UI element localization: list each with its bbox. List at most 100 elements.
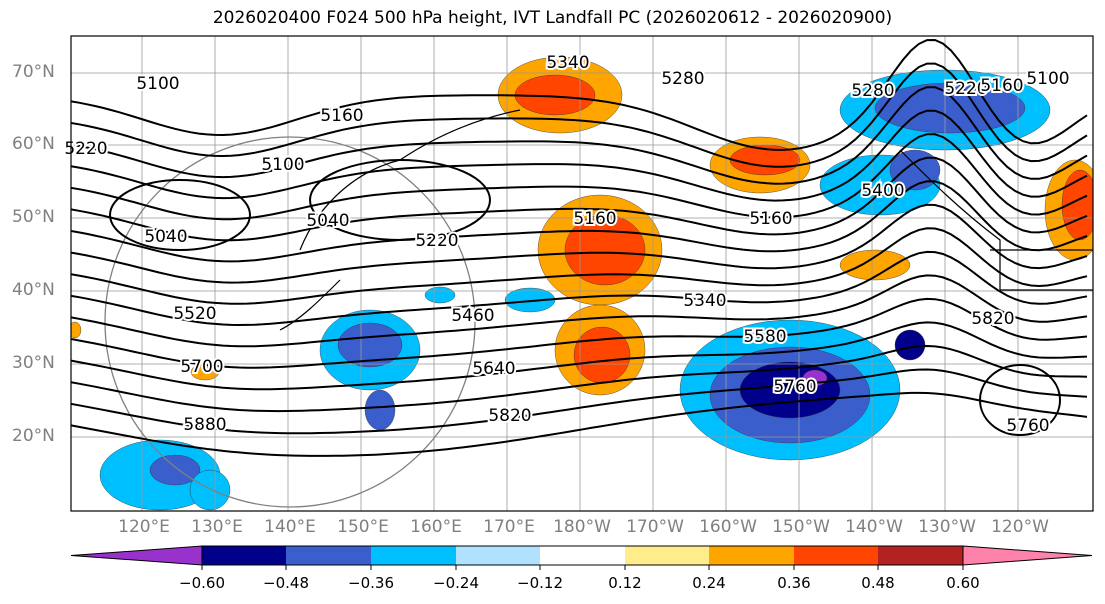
- colorbar-segment: [202, 546, 286, 565]
- contour-label: 5160: [573, 209, 616, 229]
- contour-label: 5340: [683, 291, 726, 311]
- contour-label: 5160: [749, 209, 792, 229]
- colorbar-tick-label: −0.60: [179, 574, 225, 592]
- colorbar-segment: [962, 545, 1093, 566]
- colorbar-segment: [878, 546, 963, 565]
- colorbar-tick-label: 0.36: [777, 574, 811, 592]
- latitude-label: 20°N: [12, 426, 55, 446]
- contour-label: 5100: [136, 74, 179, 94]
- contour-label: 5160: [320, 106, 363, 126]
- contour-label: 5100: [261, 155, 304, 175]
- height-contour: [71, 227, 1088, 305]
- colorbar-tick-label: 0.24: [692, 574, 726, 592]
- ivt-shading-region: [889, 149, 941, 191]
- height-contour: [71, 180, 1088, 263]
- height-contour: [71, 86, 1088, 185]
- longitude-label: 140°W: [845, 517, 903, 537]
- height-contour-high: [979, 364, 1061, 436]
- contour-label: 5220: [944, 79, 987, 99]
- contour-label: 5100: [1026, 69, 1069, 89]
- longitude-label: 130°W: [918, 517, 976, 537]
- longitude-label: 130°E: [191, 517, 243, 537]
- map-frame: [70, 35, 1094, 512]
- latitude-label: 30°N: [12, 353, 55, 373]
- height-contour: [71, 297, 1088, 369]
- colorbar-tick-label: −0.48: [263, 574, 309, 592]
- contour-label: 5040: [306, 211, 349, 231]
- colorbar-tick-label: 0.48: [861, 574, 895, 592]
- longitude-label: 120°W: [991, 517, 1049, 537]
- contour-label: 5280: [661, 69, 704, 89]
- contour-label: 5340: [546, 53, 589, 73]
- contour-label: 5880: [183, 415, 226, 435]
- colorbar-segment: [70, 545, 203, 566]
- map-area: [71, 36, 1093, 511]
- longitude-label: 150°W: [772, 517, 830, 537]
- contour-label: 5760: [773, 377, 816, 397]
- ivt-shading-region: [424, 286, 456, 304]
- colorbar-tick-label: −0.24: [433, 574, 479, 592]
- height-contour: [71, 133, 1088, 221]
- coastline: [279, 109, 1093, 331]
- longitude-label: 180°W: [553, 517, 611, 537]
- colorbar-segment: [794, 546, 878, 565]
- colorbar-segment: [286, 546, 371, 565]
- contour-label: 5760: [1006, 416, 1049, 436]
- contour-label: 5640: [472, 359, 515, 379]
- height-contour: [71, 250, 1088, 327]
- colorbar-segment: [625, 546, 709, 565]
- colorbar-segment: [709, 546, 794, 565]
- height-contour: [71, 38, 1088, 151]
- colorbar-segment: [540, 546, 625, 565]
- contour-label: 5820: [971, 309, 1014, 329]
- colorbar-segment: [456, 546, 540, 565]
- latitude-label: 60°N: [12, 134, 55, 154]
- colorbar-tick-label: −0.36: [348, 574, 394, 592]
- latitude-label: 50°N: [12, 207, 55, 227]
- ivt-shading-region: [71, 321, 82, 339]
- height-contour: [71, 344, 1088, 413]
- height-contour: [71, 156, 1088, 242]
- contour-label: 5040: [144, 227, 187, 247]
- height-contour: [71, 321, 1088, 391]
- latitude-label: 40°N: [12, 280, 55, 300]
- ivt-shading-region: [573, 326, 631, 384]
- ivt-shading-region: [189, 469, 231, 511]
- longitude-label: 140°E: [264, 517, 316, 537]
- contour-label: 5520: [173, 304, 216, 324]
- height-contour: [71, 203, 1088, 284]
- contour-label: 5220: [415, 231, 458, 251]
- ivt-shading-region: [839, 249, 911, 281]
- longitude-label: 120°E: [118, 517, 170, 537]
- longitude-label: 160°E: [410, 517, 462, 537]
- figure-title: 2026020400 F024 500 hPa height, IVT Land…: [212, 8, 893, 28]
- longitude-label: 150°E: [337, 517, 389, 537]
- colorbar-tick-label: −0.12: [517, 574, 563, 592]
- contour-label: 5220: [64, 139, 107, 159]
- height-contour: [71, 391, 1088, 457]
- height-contour: [71, 274, 1088, 348]
- ivt-shading-region: [364, 389, 396, 431]
- height-contour: [71, 368, 1088, 435]
- contour-label: 5400: [861, 181, 904, 201]
- longitude-label: 170°E: [483, 517, 535, 537]
- contour-label: 5580: [743, 327, 786, 347]
- ivt-shading-region: [337, 322, 403, 368]
- latitude-label: 70°N: [12, 62, 55, 82]
- contour-label: 5460: [451, 306, 494, 326]
- longitude-label: 170°W: [626, 517, 684, 537]
- contour-label: 5160: [980, 76, 1023, 96]
- height-contour-low: [109, 179, 251, 251]
- colorbar-segment: [371, 546, 456, 565]
- contour-label: 5700: [180, 357, 223, 377]
- contour-label: 5280: [851, 81, 894, 101]
- longitude-label: 160°W: [699, 517, 757, 537]
- colorbar-tick-label: 0.60: [946, 574, 980, 592]
- region-circle: [104, 136, 476, 508]
- ivt-shading-region: [149, 454, 201, 486]
- colorbar-tick-label: 0.12: [608, 574, 642, 592]
- contour-label: 5820: [488, 406, 531, 426]
- colorbar-frame: [201, 545, 964, 566]
